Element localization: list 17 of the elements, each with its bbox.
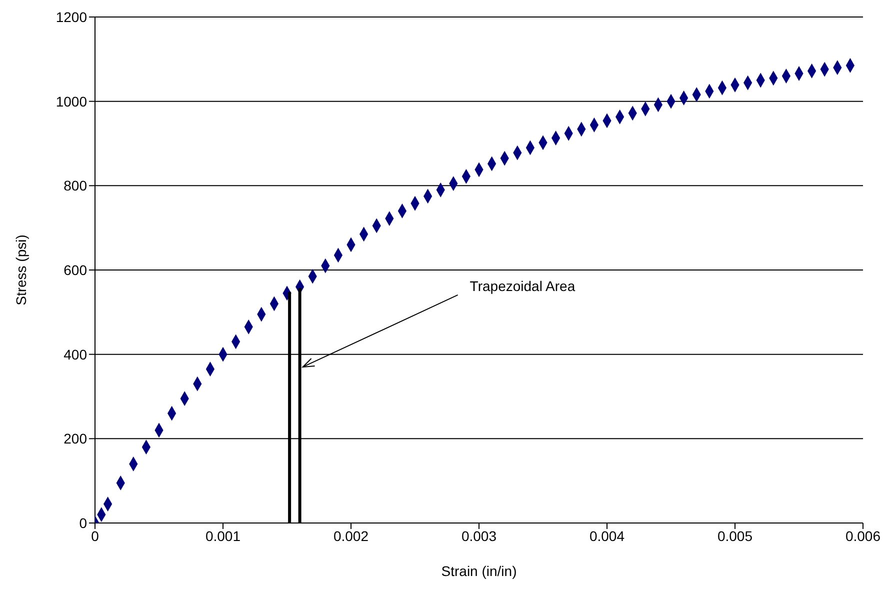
x-tick-label: 0.006 (845, 528, 881, 544)
y-tick-label: 800 (64, 178, 88, 194)
x-tick-label: 0.002 (333, 528, 369, 544)
y-tick-label: 400 (64, 346, 88, 362)
x-tick-label: 0.003 (461, 528, 497, 544)
x-tick-label: 0.001 (205, 528, 241, 544)
y-tick-label: 0 (79, 514, 88, 531)
annotation: Trapezoidal Area (470, 278, 576, 294)
y-tick-label: 600 (64, 262, 88, 278)
x-tick-label: 0 (91, 528, 100, 544)
y-tick-label: 200 (64, 430, 88, 447)
x-tick-label: 0.005 (717, 528, 753, 544)
y-tick-label: 1200 (56, 8, 88, 25)
y-axis-title: Stress (psi) (12, 234, 29, 306)
x-tick-label: 0.004 (589, 528, 625, 544)
x-axis-title: Strain (in/in) (441, 563, 517, 579)
y-tick-label: 1000 (56, 93, 88, 110)
